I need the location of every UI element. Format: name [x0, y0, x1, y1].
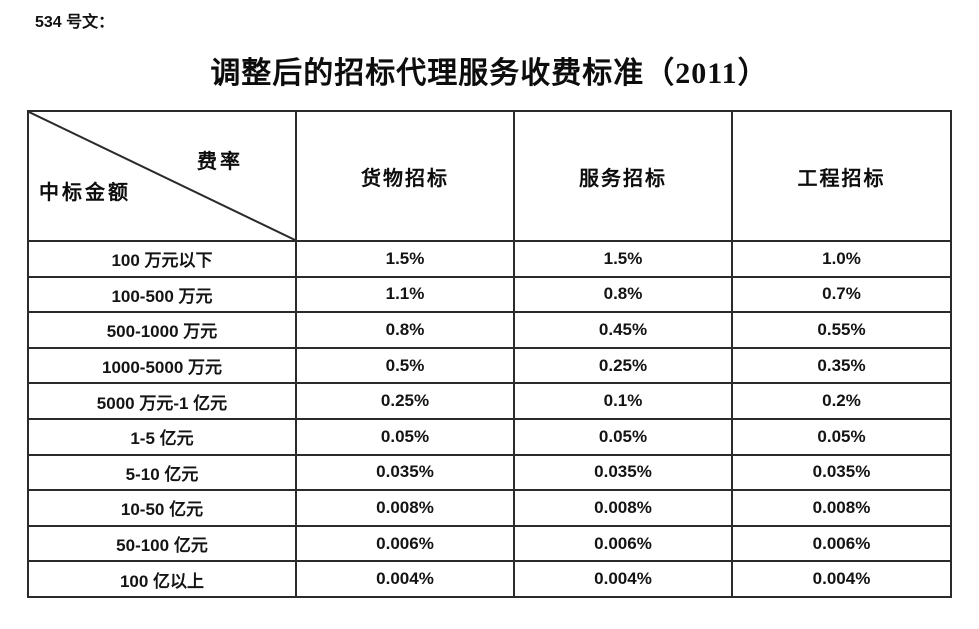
table-row: 500-1000 万元 0.8% 0.45% 0.55% [27, 311, 952, 349]
rate-cell-service: 0.05% [513, 417, 733, 456]
diagonal-corner-cell: 费率 中标金额 [27, 110, 297, 242]
doc-number-label: 534 号文： [35, 14, 115, 31]
table-row: 1000-5000 万元 0.5% 0.25% 0.35% [27, 346, 952, 385]
table-row: 10-50 亿元 0.008% 0.008% 0.008% [27, 489, 952, 527]
rate-cell-goods: 0.25% [295, 382, 515, 420]
rate-cell-service: 0.45% [513, 311, 733, 349]
column-header-engineering-bidding: 工程招标 [731, 110, 952, 242]
rate-cell-goods: 0.5% [295, 346, 515, 385]
table-row: 5000 万元-1 亿元 0.25% 0.1% 0.2% [27, 382, 952, 420]
rate-cell-service: 0.035% [513, 453, 733, 492]
rate-cell-engineering: 0.035% [731, 453, 952, 492]
rate-cell-service: 1.5% [513, 240, 733, 278]
rate-cell-goods: 1.1% [295, 275, 515, 314]
rate-cell-engineering: 0.006% [731, 524, 952, 563]
fee-rate-table: 费率 中标金额 货物招标 服务招标 工程招标 100 万元以下 1.5% 1.5… [27, 110, 952, 598]
rate-cell-goods: 0.8% [295, 311, 515, 349]
row-label-bid-amount-range: 1000-5000 万元 [27, 346, 297, 385]
corner-label-rate: 费率 [197, 151, 243, 173]
rate-cell-goods: 0.05% [295, 417, 515, 456]
table-body: 100 万元以下 1.5% 1.5% 1.0% 100-500 万元 1.1% … [27, 240, 952, 598]
rate-cell-engineering: 0.008% [731, 489, 952, 527]
rate-cell-engineering: 0.35% [731, 346, 952, 385]
rate-cell-goods: 0.006% [295, 524, 515, 563]
rate-cell-goods: 0.035% [295, 453, 515, 492]
rate-cell-engineering: 1.0% [731, 240, 952, 278]
rate-cell-service: 0.004% [513, 560, 733, 598]
table-row: 5-10 亿元 0.035% 0.035% 0.035% [27, 453, 952, 492]
column-header-goods-bidding: 货物招标 [295, 110, 515, 242]
row-label-bid-amount-range: 5-10 亿元 [27, 453, 297, 492]
rate-cell-goods: 0.008% [295, 489, 515, 527]
row-label-bid-amount-range: 100 亿以上 [27, 560, 297, 598]
column-header-service-bidding: 服务招标 [513, 110, 733, 242]
rate-cell-engineering: 0.2% [731, 382, 952, 420]
row-label-bid-amount-range: 100-500 万元 [27, 275, 297, 314]
row-label-bid-amount-range: 50-100 亿元 [27, 524, 297, 563]
diagonal-divider-line [29, 112, 295, 240]
row-label-bid-amount-range: 5000 万元-1 亿元 [27, 382, 297, 420]
rate-cell-goods: 0.004% [295, 560, 515, 598]
rate-cell-service: 0.8% [513, 275, 733, 314]
row-label-bid-amount-range: 1-5 亿元 [27, 417, 297, 456]
table-row: 1-5 亿元 0.05% 0.05% 0.05% [27, 417, 952, 456]
rate-cell-service: 0.006% [513, 524, 733, 563]
table-row: 100-500 万元 1.1% 0.8% 0.7% [27, 275, 952, 314]
rate-cell-service: 0.25% [513, 346, 733, 385]
header-row: 费率 中标金额 货物招标 服务招标 工程招标 [27, 110, 952, 242]
table-row: 50-100 亿元 0.006% 0.006% 0.006% [27, 524, 952, 563]
rate-cell-engineering: 0.7% [731, 275, 952, 314]
rate-cell-service: 0.1% [513, 382, 733, 420]
page-title: 调整后的招标代理服务收费标准（2011） [210, 57, 769, 90]
row-label-bid-amount-range: 100 万元以下 [27, 240, 297, 278]
rate-cell-engineering: 0.004% [731, 560, 952, 598]
table-row: 100 亿以上 0.004% 0.004% 0.004% [27, 560, 952, 598]
corner-label-bid-amount: 中标金额 [39, 182, 131, 204]
table-header: 费率 中标金额 货物招标 服务招标 工程招标 [27, 110, 952, 242]
row-label-bid-amount-range: 500-1000 万元 [27, 311, 297, 349]
row-label-bid-amount-range: 10-50 亿元 [27, 489, 297, 527]
rate-cell-engineering: 0.55% [731, 311, 952, 349]
rate-cell-goods: 1.5% [295, 240, 515, 278]
rate-cell-service: 0.008% [513, 489, 733, 527]
rate-cell-engineering: 0.05% [731, 417, 952, 456]
table-row: 100 万元以下 1.5% 1.5% 1.0% [27, 240, 952, 278]
